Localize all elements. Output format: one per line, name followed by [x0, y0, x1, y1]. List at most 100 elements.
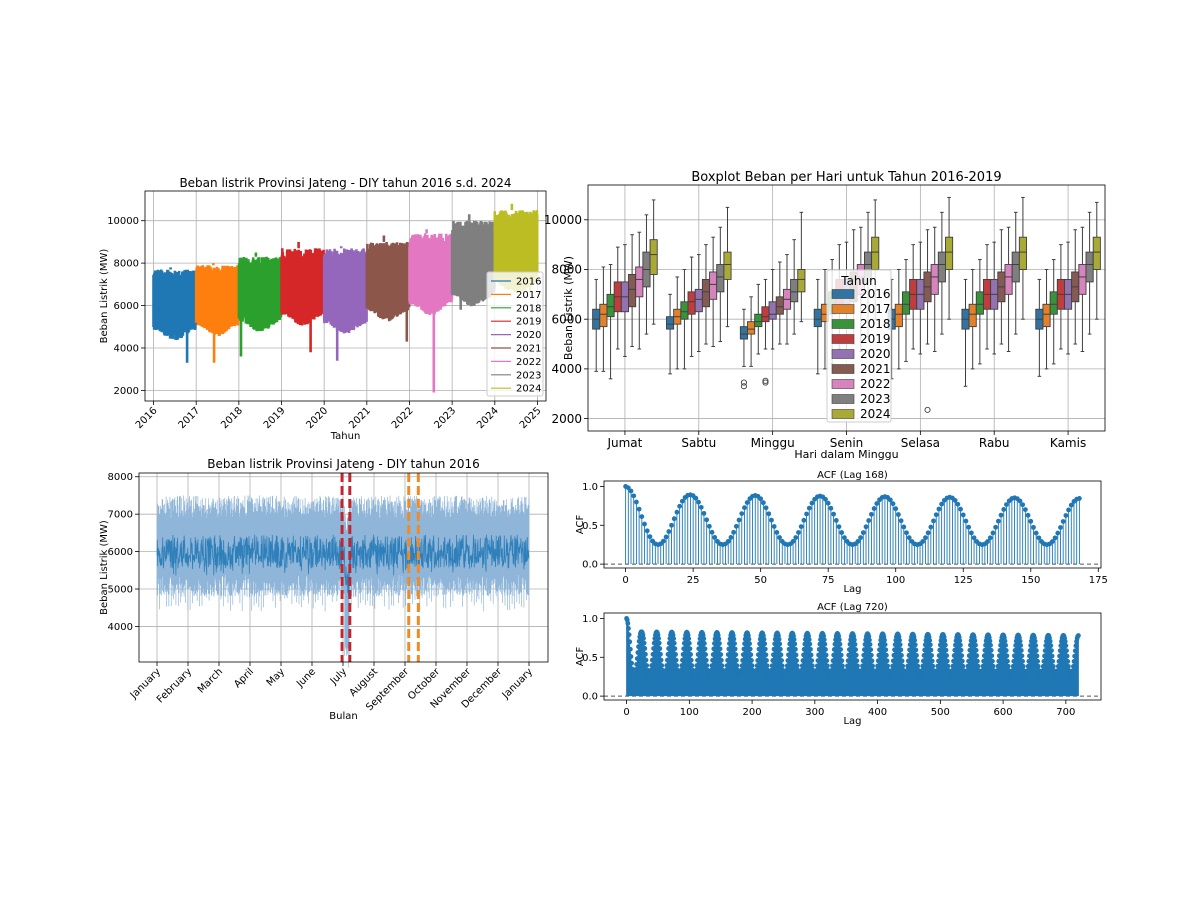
acf-point — [837, 641, 843, 647]
x-tick-label: Selasa — [901, 436, 940, 450]
acf-point — [1035, 663, 1041, 669]
acf-point — [647, 534, 653, 540]
x-tick-label: Senin — [830, 436, 864, 450]
acf-point — [708, 667, 714, 673]
plot-frame — [144, 190, 547, 402]
acf-point — [987, 535, 993, 541]
acf-point — [1063, 643, 1069, 649]
acf-point — [821, 637, 827, 643]
acf-point — [920, 539, 926, 544]
box-Jumat-2022 — [635, 266, 644, 298]
acf-point — [1047, 638, 1053, 644]
box-Sabtu-2023 — [716, 264, 725, 293]
acf-point — [727, 641, 732, 646]
x-tick-label: Minggu — [751, 436, 795, 450]
x-tick-label: 50 — [754, 575, 767, 586]
acf-point — [710, 652, 716, 657]
acf-point — [663, 534, 669, 540]
acf-point — [764, 658, 769, 663]
acf-point — [1019, 653, 1025, 659]
acf-point — [758, 496, 764, 502]
flier-point — [740, 383, 747, 390]
acf-point — [866, 518, 872, 523]
acf-point — [1063, 513, 1069, 518]
acf-point — [905, 658, 911, 664]
acf-point — [816, 646, 822, 652]
y-tick-label: 0.5 — [582, 653, 598, 664]
acf-point — [669, 522, 674, 528]
acf-point — [836, 524, 842, 530]
series-2016 — [152, 267, 198, 363]
acf-point — [1010, 663, 1016, 669]
acf-point — [686, 640, 692, 646]
acf-point — [793, 535, 799, 540]
acf-point — [859, 667, 865, 673]
acf-point — [839, 658, 845, 664]
box-Kamis-2024 — [1092, 236, 1101, 270]
y-tick-label: 10000 — [107, 216, 139, 227]
acf-point — [634, 499, 639, 505]
acf-point — [763, 505, 769, 511]
acf-point — [854, 658, 860, 664]
box-Sabtu-2019 — [687, 291, 696, 315]
acf-point — [725, 538, 731, 544]
x-tick-label: April — [232, 666, 256, 690]
acf-point — [675, 667, 680, 673]
x-axis-label: Hari dalam Minggu — [794, 448, 898, 461]
acf-point — [921, 658, 926, 664]
acf-point — [794, 663, 800, 669]
acf-point — [665, 651, 671, 657]
acf-point — [702, 646, 708, 652]
acf-point — [659, 667, 665, 673]
acf-point — [657, 646, 663, 651]
acf-point — [771, 652, 776, 658]
acf-point — [640, 632, 646, 638]
acf-point — [1050, 658, 1056, 664]
acf-point — [725, 657, 731, 663]
y-tick-label: 2000 — [114, 386, 139, 397]
acf-point — [673, 657, 679, 663]
acf-point — [1035, 658, 1041, 664]
acf-point — [951, 658, 956, 664]
acf-point — [1025, 512, 1031, 518]
acf-point — [993, 524, 999, 530]
acf-point — [980, 668, 985, 673]
x-axis-label: Lag — [843, 584, 861, 595]
acf-point — [1002, 638, 1008, 644]
acf-point — [882, 637, 887, 643]
plot-frame — [603, 480, 1102, 569]
acf-point — [806, 505, 812, 511]
box-Minggu-2024 — [797, 269, 806, 293]
acf-point — [1062, 639, 1068, 644]
acf-point — [830, 658, 836, 664]
x-tick-label: 150 — [1021, 575, 1040, 586]
box-Kamis-2022 — [1078, 264, 1087, 295]
series-2023 — [450, 214, 496, 310]
plot-frame — [138, 472, 549, 663]
acf-point — [686, 636, 692, 642]
acf-point — [681, 646, 687, 652]
acf-point — [955, 501, 961, 507]
acf-point — [963, 518, 969, 524]
acf-point — [710, 657, 715, 663]
box-Minggu-2017 — [747, 321, 756, 335]
acf-point — [695, 657, 700, 663]
acf-point — [830, 663, 835, 669]
acf-point — [778, 652, 784, 658]
legend-label: 2024 — [860, 407, 891, 421]
acf-point — [799, 667, 805, 673]
x-tick-label: 600 — [994, 707, 1013, 718]
flier-point — [740, 379, 747, 386]
acf-point — [1049, 648, 1054, 654]
acf-point — [869, 658, 875, 664]
x-tick-label: July — [328, 666, 349, 687]
acf-point — [658, 651, 663, 657]
acf-point — [1031, 524, 1036, 530]
acf-point — [953, 642, 958, 648]
y-axis-label: ACF — [575, 647, 586, 667]
acf-point — [990, 658, 995, 664]
acf-point — [839, 530, 845, 535]
acf-point — [804, 511, 809, 517]
box-Selasa-2022 — [930, 264, 939, 295]
acf-point — [1018, 643, 1024, 648]
